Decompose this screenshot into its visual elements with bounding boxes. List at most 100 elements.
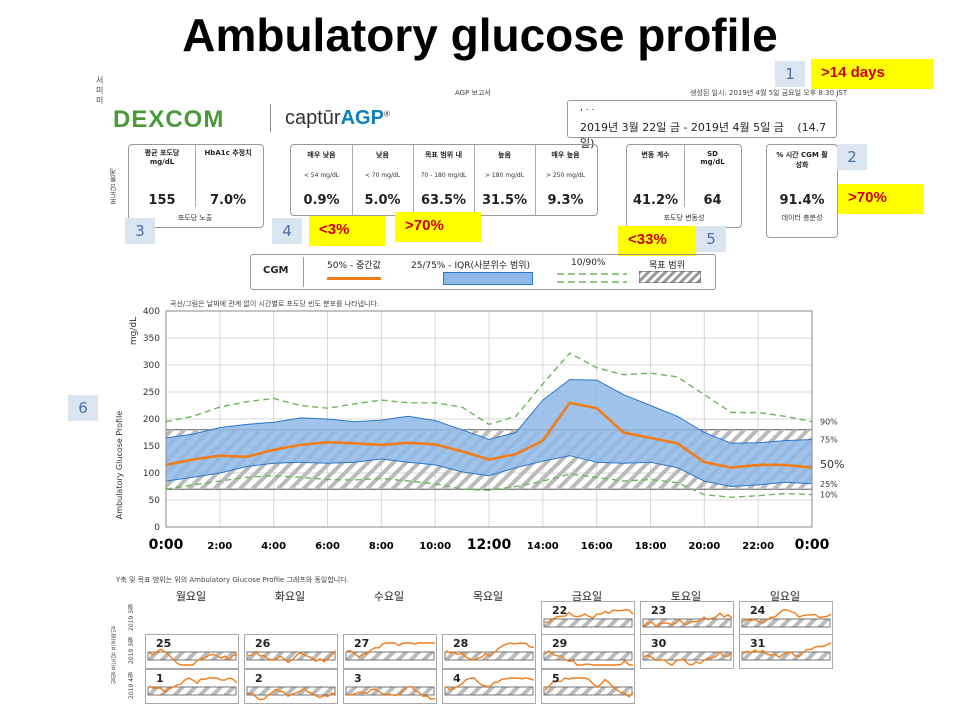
sd-value: 64 <box>703 193 722 208</box>
agp-legend: CGM 50% - 중간값 25/75% - IQR(사분위수 범위) 10/9… <box>250 254 716 290</box>
legend-median-label: 50% - 중간값 <box>327 261 381 271</box>
chart-gridlines <box>166 311 812 527</box>
stat-divider <box>535 145 536 215</box>
plot-frame <box>165 310 813 528</box>
sufficiency-footer: 데이터 충분성 <box>781 214 823 222</box>
daily-glucose-trace <box>445 642 535 661</box>
day-header: 일요일 <box>769 590 801 603</box>
daily-date: 22 <box>552 604 568 617</box>
daily-mini-chart <box>345 685 436 700</box>
generated-timestamp: 생성된 일시: 2019년 4월 5일 금요일 오후 8:30 JST <box>690 89 848 97</box>
daily-target-band <box>147 651 237 661</box>
report-title: AGP 보고서 <box>455 89 491 97</box>
daily-date: 2 <box>255 672 263 685</box>
x-tick-label: 0:00 <box>149 537 184 553</box>
capturagp-suffix: AGP <box>340 107 384 129</box>
glucose-variability-box: 변동 계수 SD mg/dL 41.2% 64 포도당 변동성 <box>626 144 742 228</box>
daily-glucose-trace <box>742 609 832 624</box>
date-range-days: (14.7일) <box>580 121 827 150</box>
hba1c-value: 7.0% <box>209 193 247 208</box>
callout-number-6: 6 <box>68 395 98 421</box>
percentile-label: 75% <box>820 436 838 445</box>
daily-date: 31 <box>750 637 766 650</box>
callout-cv-target: <33% <box>618 226 696 256</box>
percentile-label: 25% <box>820 480 838 489</box>
y-tick-label: 350 <box>143 334 160 344</box>
daily-profile-cell: 1 <box>145 669 239 704</box>
day-header: 토요일 <box>670 590 702 603</box>
very-low-value: 0.9% <box>303 193 340 208</box>
low-header: 낮음 <box>376 151 389 159</box>
p75-line <box>165 379 813 444</box>
callout-number-4: 4 <box>272 218 302 244</box>
y-tick-label: 50 <box>149 496 161 506</box>
in-range-range: 70 - 180 mg/dL <box>420 172 467 179</box>
stat-divider <box>352 145 353 215</box>
x-tick-label: 8:00 <box>369 541 394 552</box>
mean-glucose-value: 155 <box>148 193 176 208</box>
daily-glucose-trace <box>544 609 634 624</box>
p25-line <box>165 455 813 488</box>
legend-p10-90-label: 10/90% <box>571 258 606 268</box>
daily-target-band <box>543 618 633 628</box>
daily-mini-chart <box>543 649 634 666</box>
data-sufficiency-box: % 시간 CGM 활 성화 91.4% 데이터 충분성 <box>766 144 838 238</box>
daily-profile-cell: 30 <box>640 634 734 669</box>
daily-glucose-trace <box>643 651 733 666</box>
legend-target-swatch <box>639 271 701 283</box>
daily-mini-chart <box>543 609 634 628</box>
daily-date: 5 <box>552 672 560 685</box>
hba1c-header: HbA1c 추정치 <box>204 149 252 157</box>
dexcom-logo: DEXCOM <box>113 106 225 133</box>
daily-target-band <box>543 686 633 696</box>
daily-target-band <box>147 686 237 696</box>
x-tick-label: 0:00 <box>795 537 830 553</box>
callout-number-3: 3 <box>125 218 155 244</box>
x-tick-label: 16:00 <box>581 541 613 552</box>
x-tick-label: 2:00 <box>207 541 232 552</box>
callout-number-2: 2 <box>837 144 867 170</box>
daily-mini-chart <box>147 648 238 666</box>
callout-cgm-active-target: >70% <box>838 184 924 214</box>
daily-glucose-trace <box>742 642 832 659</box>
very-high-value: 9.3% <box>547 193 584 208</box>
very-low-header: 매우 낮음 <box>307 151 336 159</box>
callout-min-days: >14 days <box>811 59 933 89</box>
patient-name: , . . <box>580 103 595 113</box>
daily-date: 24 <box>750 604 766 617</box>
daily-glucose-trace <box>643 612 733 628</box>
daily-target-band <box>741 618 831 628</box>
daily-profile-cell: 28 <box>442 634 536 669</box>
daily-target-band <box>246 686 336 696</box>
exposure-footer: 포도당 노출 <box>177 214 213 222</box>
x-tick-label: 10:00 <box>419 541 451 552</box>
daily-target-band <box>543 651 633 661</box>
y-tick-label: 200 <box>143 415 160 425</box>
callout-in-range-target: >70% <box>395 212 481 242</box>
low-value: 5.0% <box>364 193 401 208</box>
callout-number-1: 1 <box>775 61 805 87</box>
daily-date: 4 <box>453 672 461 685</box>
daily-profile-cell: 2 <box>244 669 338 704</box>
daily-note: Y축 및 목표 범위는 위의 Ambulatory Glucose Profil… <box>116 576 349 584</box>
daily-date: 28 <box>453 637 469 650</box>
daily-glucose-trace <box>148 648 238 666</box>
daily-mini-chart <box>246 686 337 701</box>
legend-iqr-swatch <box>443 272 533 285</box>
daily-date: 1 <box>156 672 164 685</box>
glucose-stats-side-label: 포도당 통계 <box>109 168 117 206</box>
cgm-active-header: % 시간 CGM 활 성화 <box>776 151 828 169</box>
x-tick-label: 6:00 <box>315 541 340 552</box>
y-tick-label: 250 <box>143 388 160 398</box>
x-tick-label: 20:00 <box>688 541 720 552</box>
percentile-label: 90% <box>820 418 838 427</box>
daily-glucose-trace <box>544 649 634 666</box>
cv-value: 41.2% <box>632 193 679 208</box>
daily-mini-chart <box>741 642 832 661</box>
daily-month-label: 2019 3월 <box>128 604 135 631</box>
daily-mini-chart <box>444 642 535 661</box>
capturagp-logo: captūrAGP® <box>285 107 390 129</box>
daily-mini-chart <box>642 651 733 666</box>
high-header: 높음 <box>498 151 511 159</box>
very-low-range: < 54 mg/dL <box>303 172 340 179</box>
